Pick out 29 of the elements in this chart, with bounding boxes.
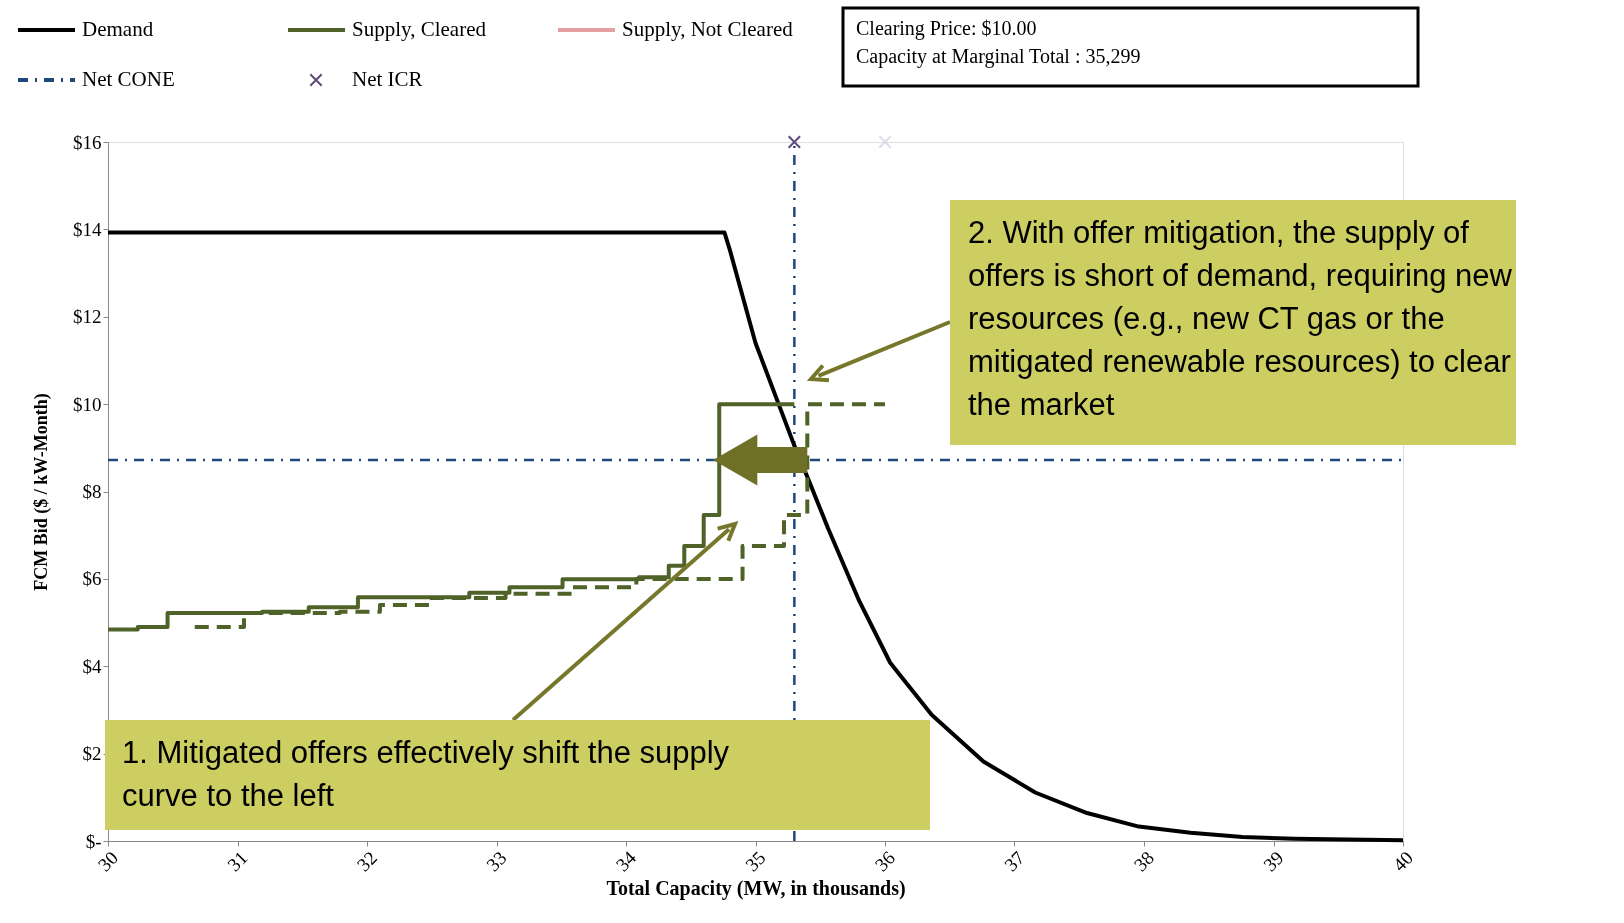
y-tick-label: $12 — [73, 306, 102, 328]
y-tick-label: $10 — [73, 393, 102, 415]
legend-label: Net ICR — [352, 67, 423, 91]
x-axis-title: Total Capacity (MW, in thousands) — [606, 877, 906, 901]
legend-label: Net CONE — [82, 67, 175, 91]
text: Clearing Price: $10.00 — [856, 17, 1037, 40]
y-tick-label: $16 — [73, 131, 102, 153]
x-tick-label: 35 — [741, 847, 770, 876]
x-tick-label: 32 — [352, 847, 381, 876]
annotation: 2. With offer mitigation, the supply of offers is short of demand, requiring new resources (e.g., new CT gas or the mitigated renewable resources) to clear the market — [968, 215, 1513, 422]
x-tick-label: 38 — [1129, 847, 1158, 876]
x-tick-label: 39 — [1259, 847, 1288, 876]
annotation: 1. Mitigated offers effectively shift the supply curve to the left — [122, 735, 730, 813]
x-tick-label: 33 — [482, 847, 511, 876]
y-axis-title: FCM Bid ($ / kW-Month) — [31, 393, 52, 591]
legend-label: Supply, Cleared — [352, 17, 487, 41]
legend-label: Supply, Not Cleared — [622, 17, 794, 41]
x-tick-label: 36 — [870, 847, 899, 876]
y-tick-label: $4 — [82, 655, 102, 677]
x-tick-label: 34 — [611, 846, 641, 876]
y-tick-label: $8 — [82, 481, 102, 502]
x-tick-label: 31 — [223, 847, 252, 876]
x-tick-label: 40 — [1388, 847, 1417, 876]
y-tick-label: $14 — [73, 218, 102, 240]
y-tick-label: $6 — [82, 568, 102, 590]
legend-label: Demand — [82, 17, 154, 41]
x-tick-label: 37 — [1000, 847, 1029, 876]
y-tick-label: $2 — [82, 743, 102, 765]
text: Capacity at Marginal Total : 35,299 — [856, 45, 1141, 68]
